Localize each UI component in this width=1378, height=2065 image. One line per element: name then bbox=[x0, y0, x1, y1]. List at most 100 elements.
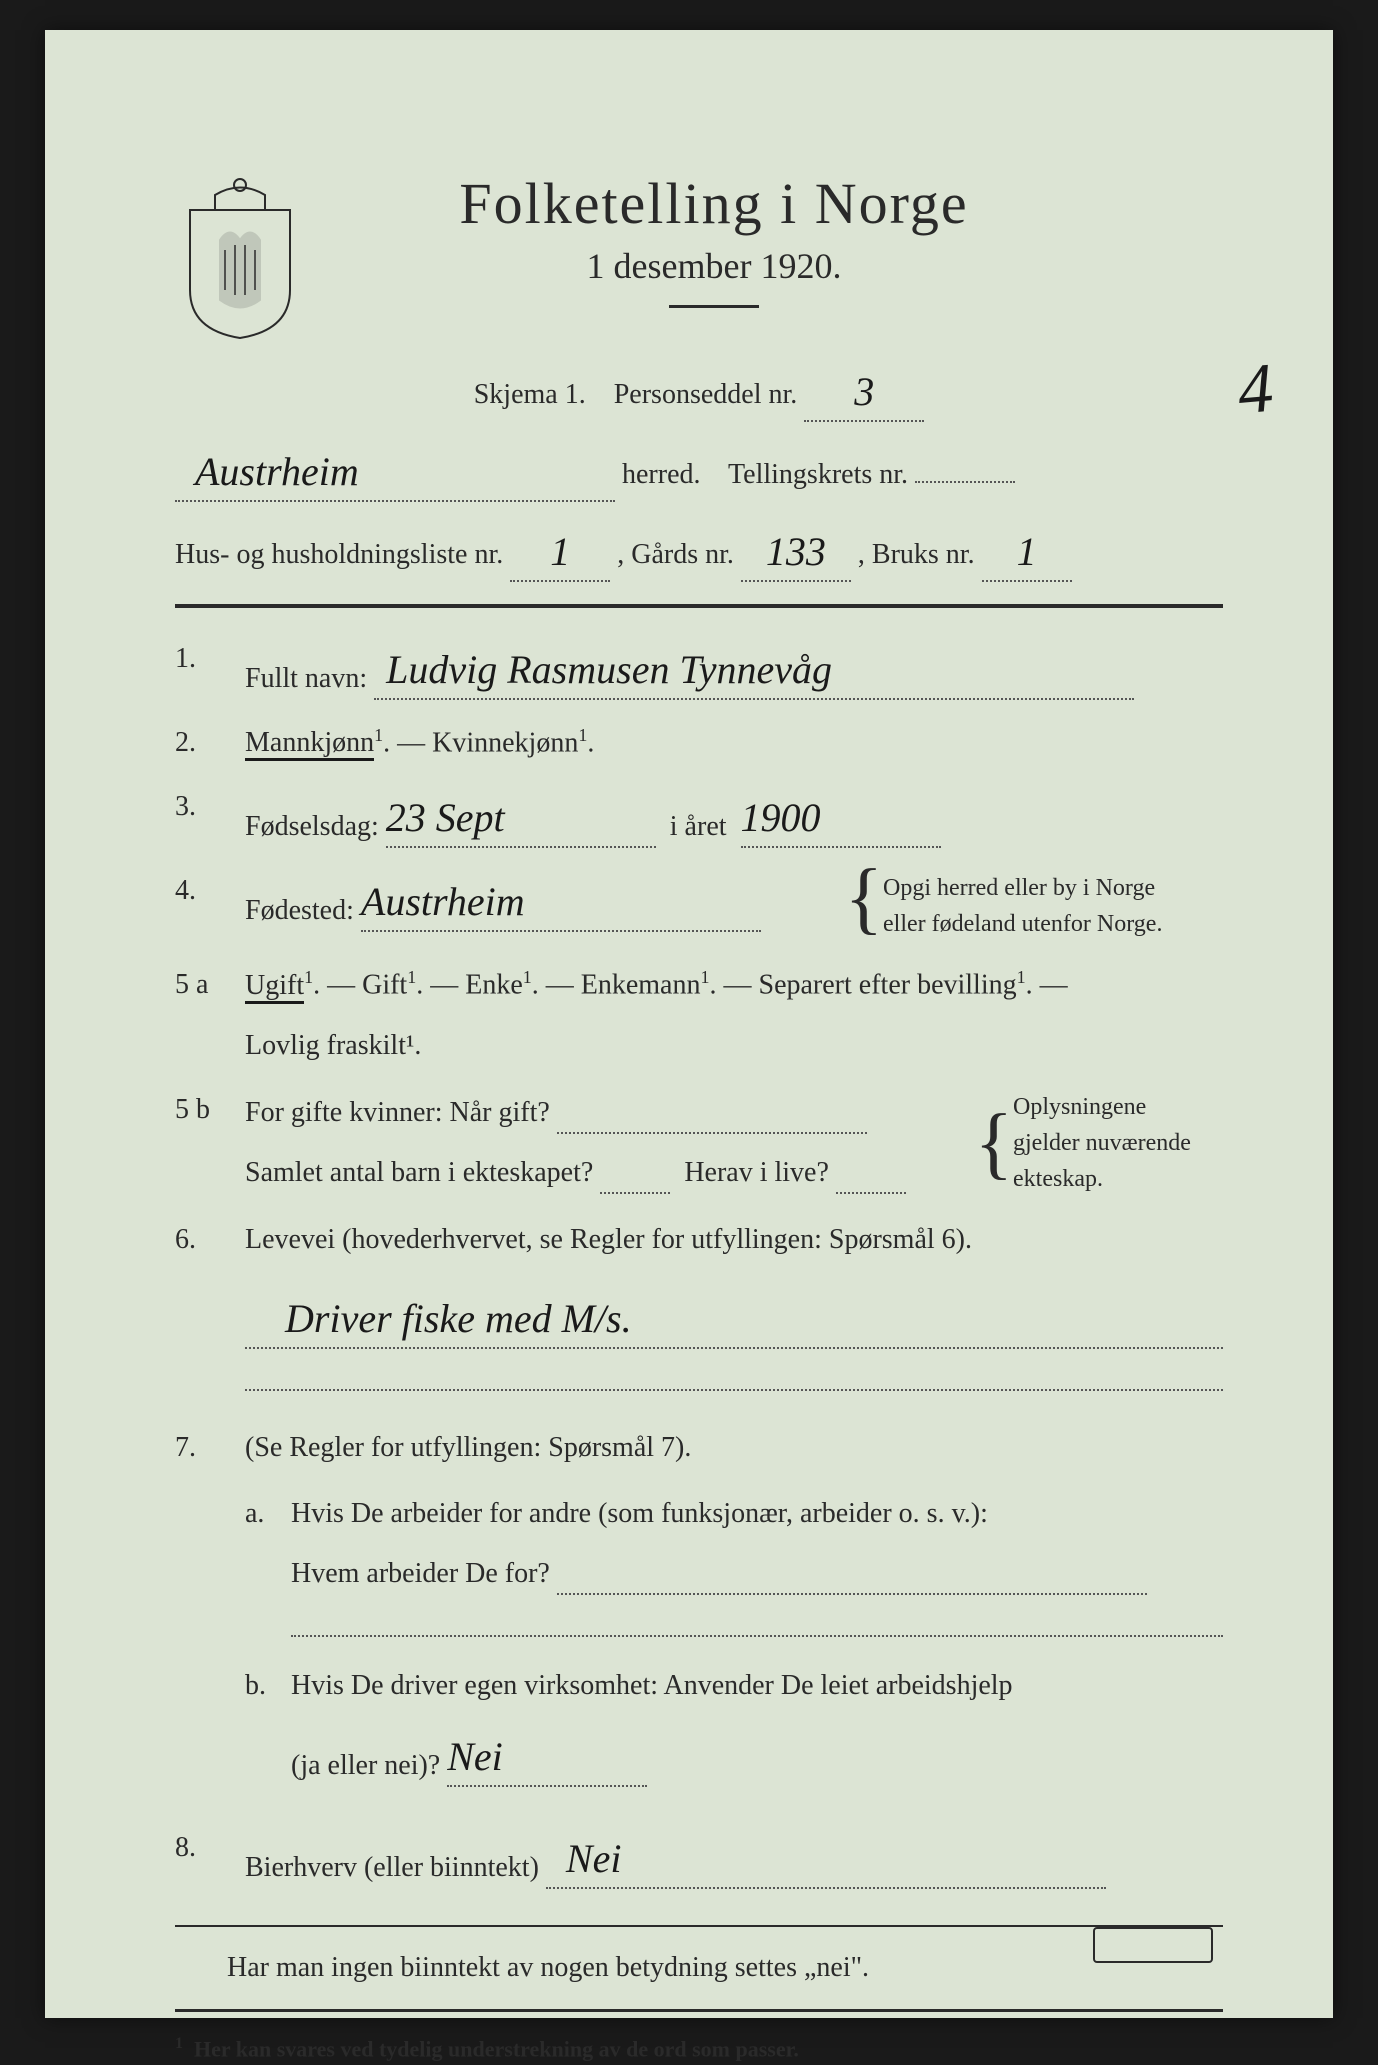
q7a: a. Hvis De arbeider for andre (som funks… bbox=[245, 1493, 1223, 1637]
skjema-prefix: Skjema 1. bbox=[474, 379, 586, 410]
header: Folketelling i Norge 1 desember 1920. bbox=[175, 170, 1223, 340]
krets-field bbox=[915, 481, 1015, 483]
q7b-text1: Hvis De driver egen virksomhet: Anvender… bbox=[291, 1665, 1223, 1707]
q6-row: 6. Levevei (hovederhvervet, se Regler fo… bbox=[175, 1219, 1223, 1391]
q5b-note1: Oplysningene bbox=[1013, 1094, 1146, 1120]
q3-label: Fødselsdag: bbox=[245, 811, 379, 842]
q5b-live-field bbox=[836, 1192, 906, 1194]
q4-field: Austrheim bbox=[361, 870, 761, 932]
q5a-selected: Ugift bbox=[245, 970, 304, 1004]
q6-label: Levevei (hovederhvervet, se Regler for u… bbox=[245, 1224, 972, 1255]
q2-sup1: 1 bbox=[374, 725, 383, 745]
q5b-brace: { bbox=[975, 1115, 1013, 1171]
q6-num: 6. bbox=[175, 1219, 227, 1391]
q4-num: 4. bbox=[175, 870, 227, 942]
q4-hw: Austrheim bbox=[361, 879, 525, 924]
title-block: Folketelling i Norge 1 desember 1920. bbox=[335, 170, 1223, 308]
hus-hw: 1 bbox=[550, 529, 570, 574]
q2-row: 2. Mannkjønn1. — Kvinnekjønn1. bbox=[175, 722, 1223, 764]
q2-content: Mannkjønn1. — Kvinnekjønn1. bbox=[245, 722, 1223, 764]
q6-content: Levevei (hovederhvervet, se Regler for u… bbox=[245, 1219, 1223, 1391]
divider-1 bbox=[175, 604, 1223, 608]
q7-content: (Se Regler for utfyllingen: Spørsmål 7).… bbox=[245, 1427, 1223, 1805]
q5b-line1a: For gifte kvinner: Når gift? bbox=[245, 1097, 550, 1128]
q3-day-field: 23 Sept bbox=[386, 786, 656, 848]
q8-hw: Nei bbox=[566, 1836, 622, 1881]
q5b-note: Oplysningene gjelder nuværende ekteskap. bbox=[1013, 1089, 1223, 1197]
q3-day-hw: 23 Sept bbox=[386, 795, 505, 840]
q4-row: 4. Fødested: Austrheim { Opgi herred ell… bbox=[175, 870, 1223, 942]
q1-hw: Ludvig Rasmusen Tynnevåg bbox=[386, 647, 832, 692]
herred-hw: Austrheim bbox=[195, 449, 359, 494]
q2-sep: — bbox=[397, 727, 432, 758]
q6-hw: Driver fiske med M/s. bbox=[285, 1296, 632, 1341]
q7a-text1: Hvis De arbeider for andre (som funksjon… bbox=[291, 1493, 1223, 1535]
herred-field: Austrheim bbox=[175, 440, 615, 502]
q8-content: Bierhverv (eller biinntekt) Nei bbox=[245, 1827, 1223, 1889]
q2-opt1: Mannkjønn bbox=[245, 727, 374, 758]
hus-label: Hus- og husholdningsliste nr. bbox=[175, 539, 503, 570]
herred-label: herred. bbox=[622, 459, 701, 490]
q4-note2: eller fødeland utenfor Norge. bbox=[883, 911, 1162, 937]
q7b-text2: (ja eller nei)? bbox=[291, 1750, 440, 1781]
q3-year-field: 1900 bbox=[741, 786, 941, 848]
skjema-row: Skjema 1. Personseddel nr. 3 bbox=[175, 360, 1223, 422]
q2-num: 2. bbox=[175, 722, 227, 764]
q8-row: 8. Bierhverv (eller biinntekt) Nei bbox=[175, 1827, 1223, 1889]
q5b-line2a: Samlet antal barn i ekteskapet? bbox=[245, 1157, 593, 1188]
hus-field: 1 bbox=[510, 520, 610, 582]
footer1: Har man ingen biinntekt av nogen betydni… bbox=[227, 1947, 1223, 1989]
title-rule bbox=[669, 305, 759, 308]
q6-field1: Driver fiske med M/s. bbox=[245, 1287, 1223, 1349]
footer2-num: 1 bbox=[175, 2035, 183, 2052]
q5b-note2: gjelder nuværende bbox=[1013, 1130, 1191, 1156]
q7-num: 7. bbox=[175, 1427, 227, 1805]
census-form-page: 4 Folketelling i Norge 1 desember 1920. … bbox=[45, 30, 1333, 2018]
coat-of-arms bbox=[175, 170, 305, 340]
footer2: 1 Her kan svares ved tydelig understrekn… bbox=[175, 2032, 1223, 2065]
q3-num: 3. bbox=[175, 786, 227, 848]
q8-field: Nei bbox=[546, 1827, 1106, 1889]
q5b-barn-field bbox=[600, 1192, 670, 1194]
divider-3 bbox=[175, 2009, 1223, 2012]
q1-label: Fullt navn: bbox=[245, 663, 367, 694]
q1-row: 1. Fullt navn: Ludvig Rasmusen Tynnevåg bbox=[175, 638, 1223, 700]
q3-mid: i året bbox=[670, 811, 727, 842]
q7a-letter: a. bbox=[245, 1493, 275, 1637]
q5b-row: 5 b For gifte kvinner: Når gift? Samlet … bbox=[175, 1089, 1223, 1197]
divider-2 bbox=[175, 1925, 1223, 1927]
gards-field: 133 bbox=[741, 520, 851, 582]
q3-content: Fødselsdag: 23 Sept i året 1900 bbox=[245, 786, 1223, 848]
personseddel-hw: 3 bbox=[854, 369, 874, 414]
q3-year-hw: 1900 bbox=[741, 795, 821, 840]
q5a-content: Ugift1. — Gift1. — Enke1. — Enkemann1. —… bbox=[245, 964, 1223, 1066]
q7a-text2: Hvem arbeider De for? bbox=[291, 1558, 550, 1589]
q7b-field: Nei bbox=[447, 1725, 647, 1787]
q5a-num: 5 a bbox=[175, 964, 227, 1066]
q2-opt2: Kvinnekjønn bbox=[432, 727, 578, 758]
krets-label: Tellingskrets nr. bbox=[728, 459, 908, 490]
bruks-hw: 1 bbox=[1017, 529, 1037, 574]
q5b-gift-field bbox=[557, 1132, 867, 1134]
q3-row: 3. Fødselsdag: 23 Sept i året 1900 bbox=[175, 786, 1223, 848]
q5b-content: For gifte kvinner: Når gift? Samlet anta… bbox=[245, 1089, 1223, 1197]
hus-row: Hus- og husholdningsliste nr. 1 , Gårds … bbox=[175, 520, 1223, 582]
q7b-letter: b. bbox=[245, 1665, 275, 1787]
q7b: b. Hvis De driver egen virksomhet: Anven… bbox=[245, 1665, 1223, 1787]
q2-sup2: 1 bbox=[578, 725, 587, 745]
subtitle: 1 desember 1920. bbox=[335, 245, 1093, 287]
personseddel-value: 3 bbox=[804, 360, 924, 422]
gards-hw: 133 bbox=[766, 529, 826, 574]
q8-label: Bierhverv (eller biinntekt) bbox=[245, 1852, 539, 1883]
q4-note: Opgi herred eller by i Norge eller fødel… bbox=[883, 870, 1223, 942]
gards-label: , Gårds nr. bbox=[617, 539, 734, 570]
q7a-field2 bbox=[291, 1635, 1223, 1637]
q5b-line2b: Herav i live? bbox=[684, 1157, 829, 1188]
q7-row: 7. (Se Regler for utfyllingen: Spørsmål … bbox=[175, 1427, 1223, 1805]
personseddel-label: Personseddel nr. bbox=[614, 379, 798, 410]
q4-label: Fødested: bbox=[245, 895, 354, 926]
q1-content: Fullt navn: Ludvig Rasmusen Tynnevåg bbox=[245, 638, 1223, 700]
q7a-field1 bbox=[557, 1593, 1147, 1595]
q8-num: 8. bbox=[175, 1827, 227, 1889]
q6-field2 bbox=[245, 1389, 1223, 1391]
